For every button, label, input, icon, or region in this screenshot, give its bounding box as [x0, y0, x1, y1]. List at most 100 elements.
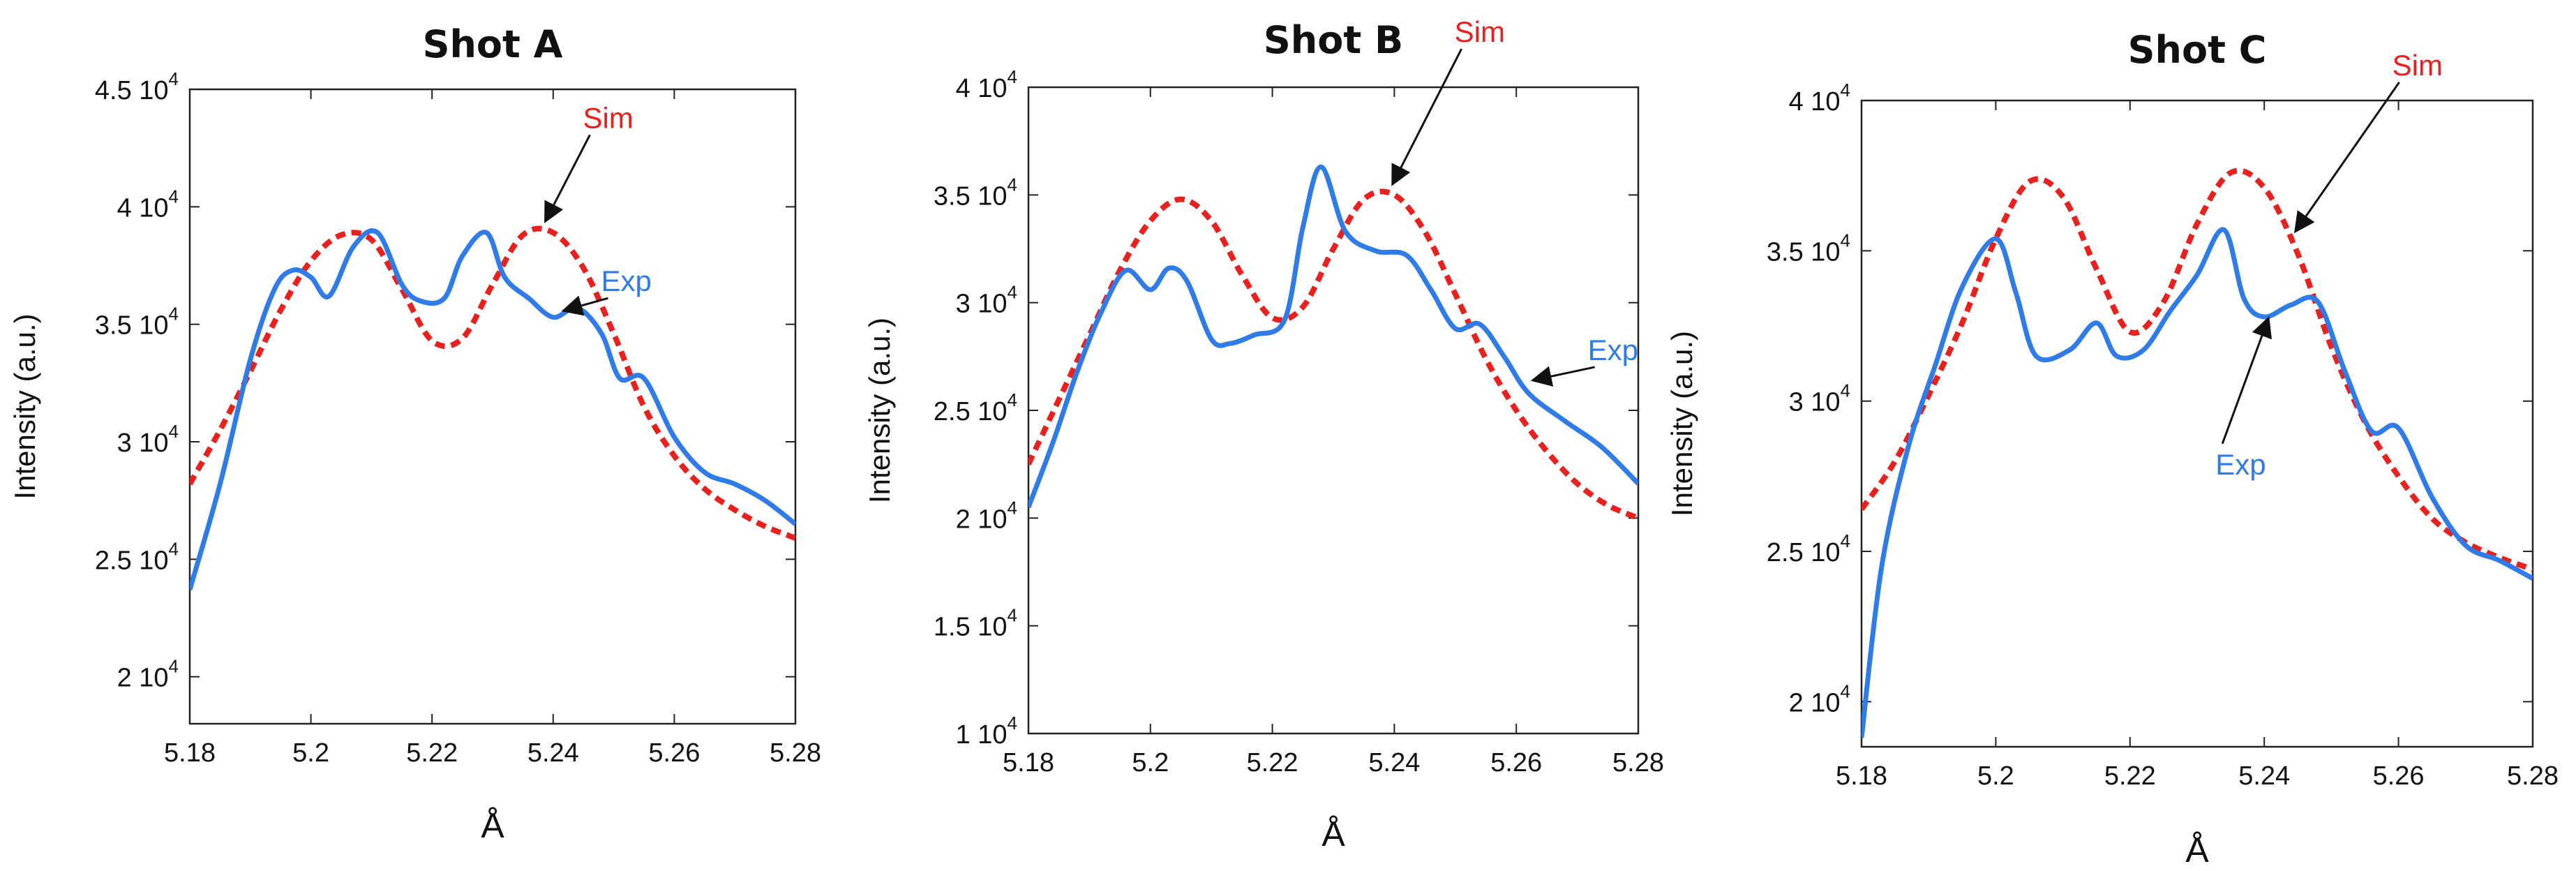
x-tick-label: 5.2	[1977, 761, 2014, 791]
x-tick-label: 5.26	[1490, 748, 1542, 777]
y-tick-mantissa: 3 10	[117, 429, 169, 458]
y-tick-mantissa: 3.5 10	[934, 181, 1008, 211]
y-tick-mantissa: 2 10	[956, 505, 1008, 534]
series-line-exp	[1028, 164, 1638, 509]
y-tick-label: 3 104	[1789, 380, 1850, 417]
y-tick-label: 4 104	[117, 186, 179, 223]
x-tick-label: 5.24	[1368, 748, 1420, 777]
y-tick-mantissa: 3 10	[956, 290, 1008, 319]
y-tick-exponent: 4	[1008, 66, 1017, 87]
annotation-exp: Exp	[601, 265, 651, 297]
y-tick-label: 3.5 104	[1767, 230, 1850, 267]
annotation-arrow	[2293, 81, 2400, 234]
y-tick-mantissa: 4 10	[117, 193, 169, 223]
y-tick-label: 4 104	[956, 66, 1017, 103]
y-tick-exponent: 4	[1841, 680, 1850, 701]
x-tick-label: 5.22	[1247, 748, 1298, 777]
x-tick-label: 5.22	[406, 738, 458, 768]
y-tick-exponent: 4	[1008, 605, 1017, 626]
series-line-exp	[190, 228, 795, 591]
x-axis-label: Å	[1321, 814, 1345, 854]
y-tick-label: 2 104	[117, 656, 179, 693]
y-tick-mantissa: 2 10	[117, 664, 169, 693]
x-tick-label: 5.26	[648, 738, 700, 768]
chart-title: Shot B	[1264, 18, 1403, 62]
y-tick-exponent: 4	[169, 186, 179, 207]
y-tick-mantissa: 2.5 10	[1767, 538, 1841, 567]
y-axis-label: Intensity (a.u.)	[1665, 331, 1698, 516]
y-tick-mantissa: 4 10	[1789, 87, 1841, 117]
y-tick-label: 1.5 104	[934, 605, 1017, 642]
y-tick-label: 2.5 104	[1767, 530, 1850, 567]
series-line-sim	[1862, 168, 2533, 572]
y-tick-mantissa: 3.5 10	[1767, 237, 1841, 267]
annotation-exp: Exp	[1588, 334, 1638, 366]
y-tick-label: 3.5 104	[95, 304, 179, 341]
annotation-arrow	[544, 134, 591, 223]
series-line-exp	[1862, 227, 2533, 738]
y-tick-exponent: 4	[1008, 282, 1017, 303]
plot-frame	[1860, 99, 2534, 748]
x-tick-label: 5.18	[1003, 748, 1054, 777]
y-tick-label: 3 104	[117, 421, 179, 458]
y-tick-exponent: 4	[169, 421, 179, 442]
y-tick-mantissa: 3.5 10	[95, 311, 169, 341]
y-tick-exponent: 4	[169, 656, 179, 677]
x-tick-label: 5.18	[1836, 761, 1887, 791]
y-tick-label: 4 104	[1789, 80, 1850, 117]
y-tick-mantissa: 2 10	[1789, 688, 1841, 717]
y-tick-label: 2 104	[1789, 680, 1850, 717]
annotation-sim: Sim	[2392, 49, 2443, 82]
x-tick-label: 5.18	[164, 738, 216, 768]
y-tick-exponent: 4	[1008, 174, 1017, 195]
chart-title: Shot A	[423, 22, 563, 66]
y-tick-label: 1 104	[956, 713, 1017, 750]
y-tick-label: 2.5 104	[934, 389, 1017, 426]
y-axis-label: Intensity (a.u.)	[863, 318, 896, 503]
y-tick-exponent: 4	[169, 304, 179, 325]
y-tick-mantissa: 4.5 10	[95, 76, 169, 105]
x-tick-label: 5.22	[2104, 761, 2156, 791]
y-tick-exponent: 4	[1008, 713, 1017, 734]
chart-title: Shot C	[2128, 28, 2267, 72]
y-tick-exponent: 4	[1841, 380, 1850, 401]
plot-frame	[188, 88, 797, 725]
y-tick-label: 2.5 104	[95, 538, 179, 575]
x-tick-label: 5.26	[2373, 761, 2425, 791]
x-tick-label: 5.2	[292, 738, 329, 768]
series-line-sim	[190, 225, 795, 541]
x-tick-label: 5.24	[527, 738, 579, 768]
y-axis-label: Intensity (a.u.)	[8, 313, 41, 499]
x-tick-label: 5.24	[2238, 761, 2290, 791]
y-tick-mantissa: 2.5 10	[95, 546, 169, 575]
x-tick-label: 5.2	[1132, 748, 1169, 777]
y-tick-exponent: 4	[169, 68, 179, 89]
y-tick-label: 3.5 104	[934, 174, 1017, 211]
y-tick-label: 3 104	[956, 282, 1017, 319]
y-tick-label: 4.5 104	[95, 68, 179, 105]
y-tick-exponent: 4	[1841, 230, 1850, 251]
y-tick-exponent: 4	[1008, 389, 1017, 410]
annotation-sim: Sim	[1455, 15, 1505, 48]
series-line-sim	[1028, 188, 1638, 521]
x-axis-label: Å	[2185, 831, 2209, 870]
annotation-arrow	[1391, 48, 1462, 186]
annotation-arrow	[1530, 366, 1595, 387]
annotation-sim: Sim	[583, 101, 633, 134]
y-tick-mantissa: 4 10	[956, 74, 1008, 103]
annotation-arrow	[2221, 315, 2272, 445]
y-tick-mantissa: 3 10	[1789, 388, 1841, 417]
x-axis-label: Å	[481, 806, 504, 845]
annotation-exp: Exp	[2215, 448, 2266, 481]
y-tick-exponent: 4	[1841, 530, 1850, 551]
y-tick-exponent: 4	[169, 538, 179, 559]
y-tick-label: 2 104	[956, 497, 1017, 534]
x-tick-label: 5.28	[1612, 748, 1664, 777]
y-tick-mantissa: 2.5 10	[934, 397, 1008, 426]
y-tick-exponent: 4	[1841, 80, 1850, 100]
y-tick-mantissa: 1 10	[956, 720, 1008, 750]
